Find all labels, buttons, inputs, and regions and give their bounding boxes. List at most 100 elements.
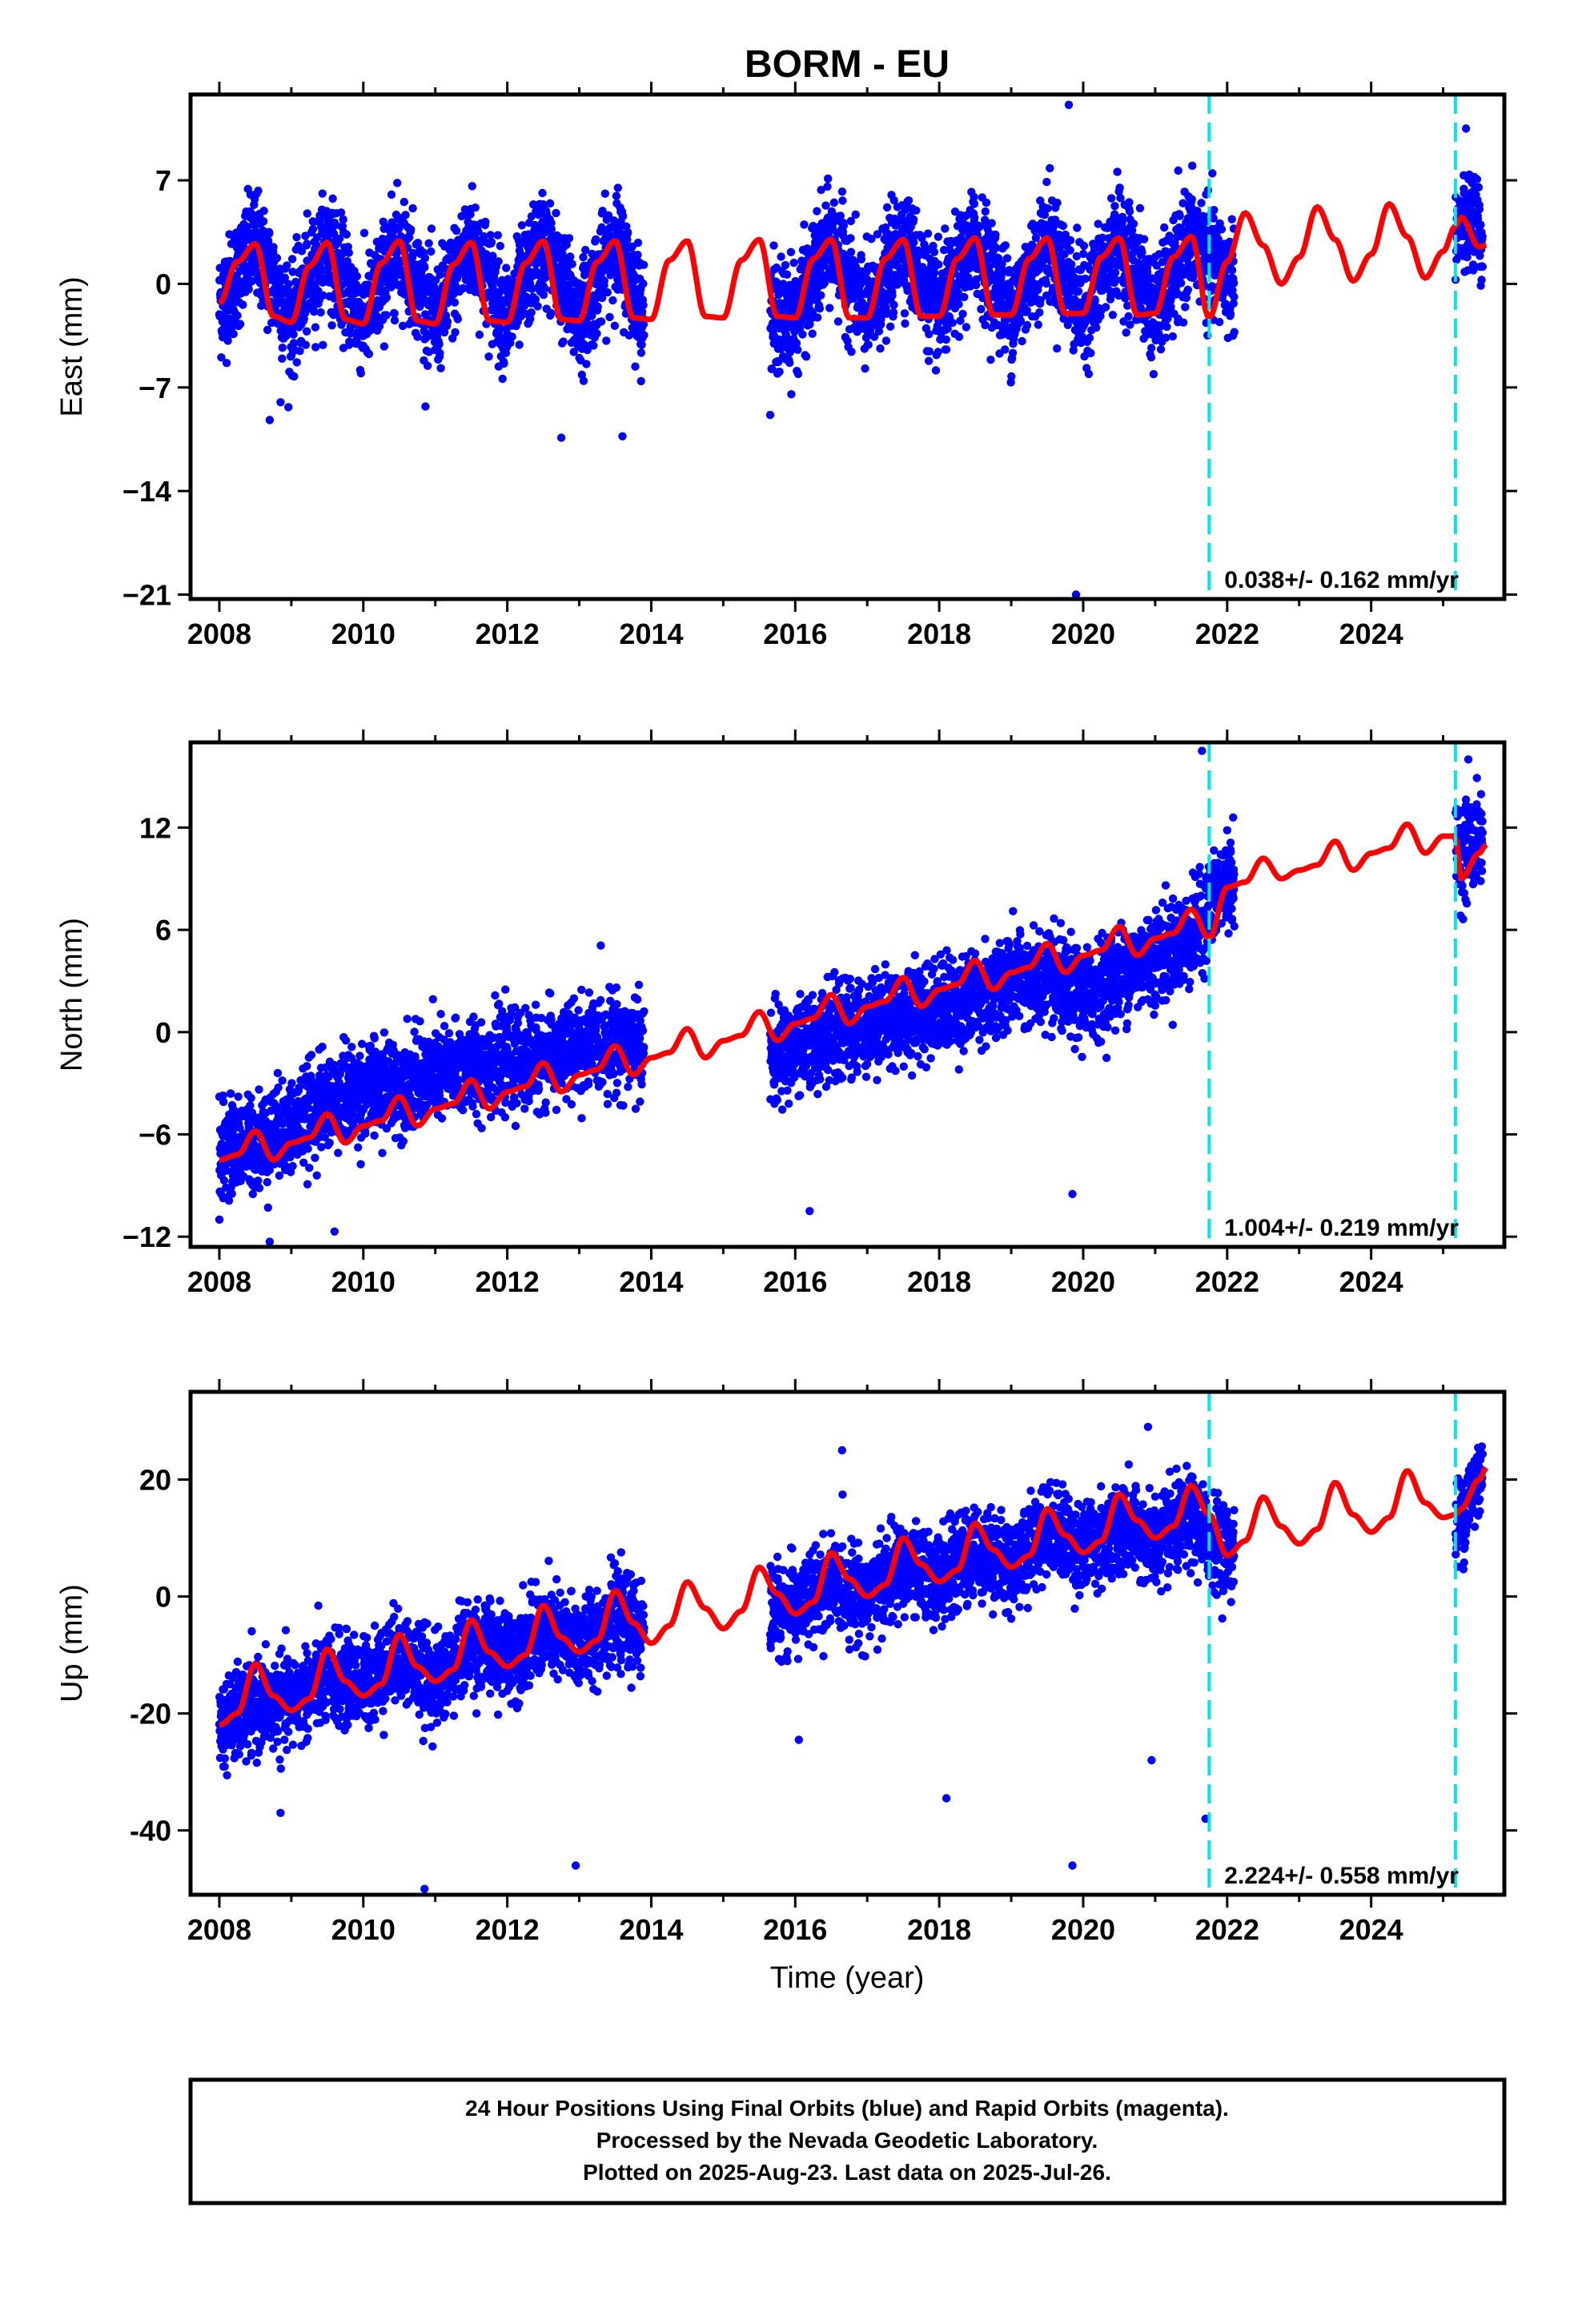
east-point: [815, 304, 825, 313]
east-point: [924, 356, 934, 365]
east-point: [1073, 223, 1082, 232]
east-x-tick-label: 2008: [187, 617, 251, 650]
east-point: [785, 358, 794, 368]
east-point: [420, 327, 428, 336]
east-point: [568, 259, 576, 268]
east-point: [624, 228, 632, 237]
east-point: [295, 347, 304, 356]
east-point: [408, 248, 418, 258]
east-point: [901, 319, 909, 328]
east-outlier-point: [1064, 100, 1074, 110]
east-point: [885, 322, 895, 331]
east-point: [390, 309, 399, 318]
east-point: [379, 217, 387, 226]
east-point: [777, 252, 785, 261]
east-point: [244, 285, 253, 294]
east-point: [1478, 232, 1487, 241]
east-point: [284, 279, 293, 288]
east-point: [545, 199, 555, 208]
east-point: [839, 221, 849, 230]
east-point: [413, 332, 422, 341]
east-point: [948, 318, 957, 328]
east-point: [838, 196, 847, 205]
east-point: [934, 232, 943, 241]
east-point: [494, 257, 503, 266]
east-y-tick-label: −14: [122, 475, 171, 508]
east-point: [781, 260, 790, 270]
east-point: [235, 320, 245, 328]
east-point: [1162, 322, 1171, 332]
east-point: [1149, 370, 1158, 379]
east-point: [934, 260, 943, 269]
east-point: [1125, 198, 1134, 207]
east-point: [390, 316, 400, 325]
east-point: [311, 323, 320, 332]
east-point: [639, 279, 648, 288]
east-point: [960, 292, 969, 302]
east-point: [846, 247, 856, 256]
east-point: [1005, 266, 1014, 275]
east-point: [765, 411, 775, 420]
east-point: [420, 254, 430, 263]
east-y-tick-label: 7: [155, 164, 171, 197]
east-y-tick-label: −21: [122, 578, 171, 611]
east-outlier-point: [556, 433, 566, 442]
east-point: [837, 187, 847, 196]
east-point: [302, 327, 311, 336]
east-point: [408, 203, 417, 213]
east-point: [436, 364, 445, 372]
east-point: [977, 304, 986, 314]
east-point: [515, 340, 524, 349]
north-point: [234, 1092, 243, 1101]
east-point: [387, 190, 396, 199]
east-point: [382, 293, 391, 302]
east-point: [970, 213, 979, 222]
east-point: [278, 354, 287, 363]
east-point: [769, 241, 778, 250]
east-point: [579, 376, 588, 385]
east-point: [825, 304, 834, 312]
east-point: [912, 206, 921, 215]
east-point: [375, 322, 384, 331]
east-point: [1477, 275, 1486, 284]
east-point: [1122, 328, 1130, 337]
east-point: [538, 188, 547, 198]
east-point: [254, 187, 263, 195]
east-point: [1085, 333, 1094, 343]
east-point: [500, 359, 508, 368]
east-point: [798, 330, 807, 339]
east-y-axis-label: East (mm): [55, 276, 89, 416]
east-point: [1035, 308, 1044, 317]
east-point: [272, 254, 282, 263]
east-point: [1478, 262, 1488, 271]
east-point: [1113, 167, 1122, 176]
north-point: [255, 1184, 264, 1192]
east-point: [1110, 202, 1119, 211]
east-point: [817, 291, 825, 300]
east-x-tick-label: 2012: [476, 617, 540, 650]
east-point: [440, 328, 449, 337]
east-point: [529, 200, 538, 209]
east-point: [223, 336, 232, 345]
east-point: [982, 198, 991, 207]
east-point: [480, 232, 488, 241]
east-point: [486, 231, 495, 239]
east-point: [327, 321, 336, 330]
east-point: [789, 259, 798, 267]
east-point: [1034, 320, 1043, 329]
east-point: [401, 211, 410, 219]
east-point: [1001, 345, 1010, 354]
east-point: [540, 283, 549, 293]
east-point: [443, 317, 452, 327]
east-point: [941, 224, 950, 233]
east-point: [1147, 344, 1156, 352]
east-point: [1124, 312, 1133, 321]
east-point: [1118, 212, 1127, 222]
east-point: [1230, 328, 1239, 336]
east-point: [857, 255, 866, 263]
east-point: [864, 340, 873, 349]
east-point: [243, 223, 252, 231]
east-x-tick-label: 2016: [763, 617, 827, 650]
east-point: [636, 376, 645, 386]
